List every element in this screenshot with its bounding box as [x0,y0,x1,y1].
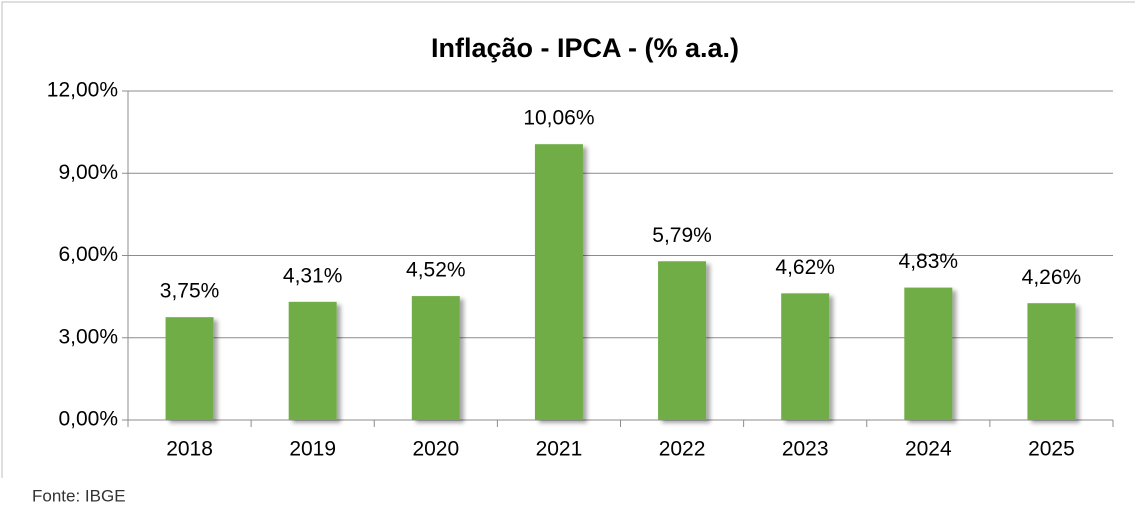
y-tick-label: 0,00% [58,408,118,431]
x-tick-label: 2020 [412,438,459,461]
bar [781,293,830,420]
data-label: 4,31% [283,264,343,287]
bar [411,296,460,420]
x-tick-label: 2019 [289,438,336,461]
x-tick-label: 2024 [905,438,952,461]
bar [534,144,583,420]
bar [165,317,214,420]
chart-title: Inflação - IPCA - (% a.a.) [431,33,739,63]
data-label: 4,83% [899,250,959,273]
data-label: 10,06% [523,107,594,130]
bar [1027,303,1076,420]
x-tick-label: 2023 [782,438,829,461]
x-tick-label: 2021 [536,438,583,461]
data-label: 5,79% [652,224,712,247]
data-label: 4,52% [406,259,466,282]
x-tick-label: 2022 [659,438,706,461]
chart-frame [1,1,1135,478]
y-tick-label: 6,00% [58,243,118,266]
x-tick-label: 2025 [1028,438,1075,461]
bar [904,287,953,420]
y-tick-label: 12,00% [47,79,118,102]
bar [288,301,337,420]
bar [658,261,707,420]
y-tick-label: 3,00% [58,325,118,348]
data-label: 4,26% [1022,266,1082,289]
data-label: 3,75% [160,280,220,303]
data-label: 4,62% [775,256,835,279]
y-tick-label: 9,00% [58,161,118,184]
source-note: Fonte: IBGE [32,486,126,505]
x-tick-label: 2018 [166,438,213,461]
